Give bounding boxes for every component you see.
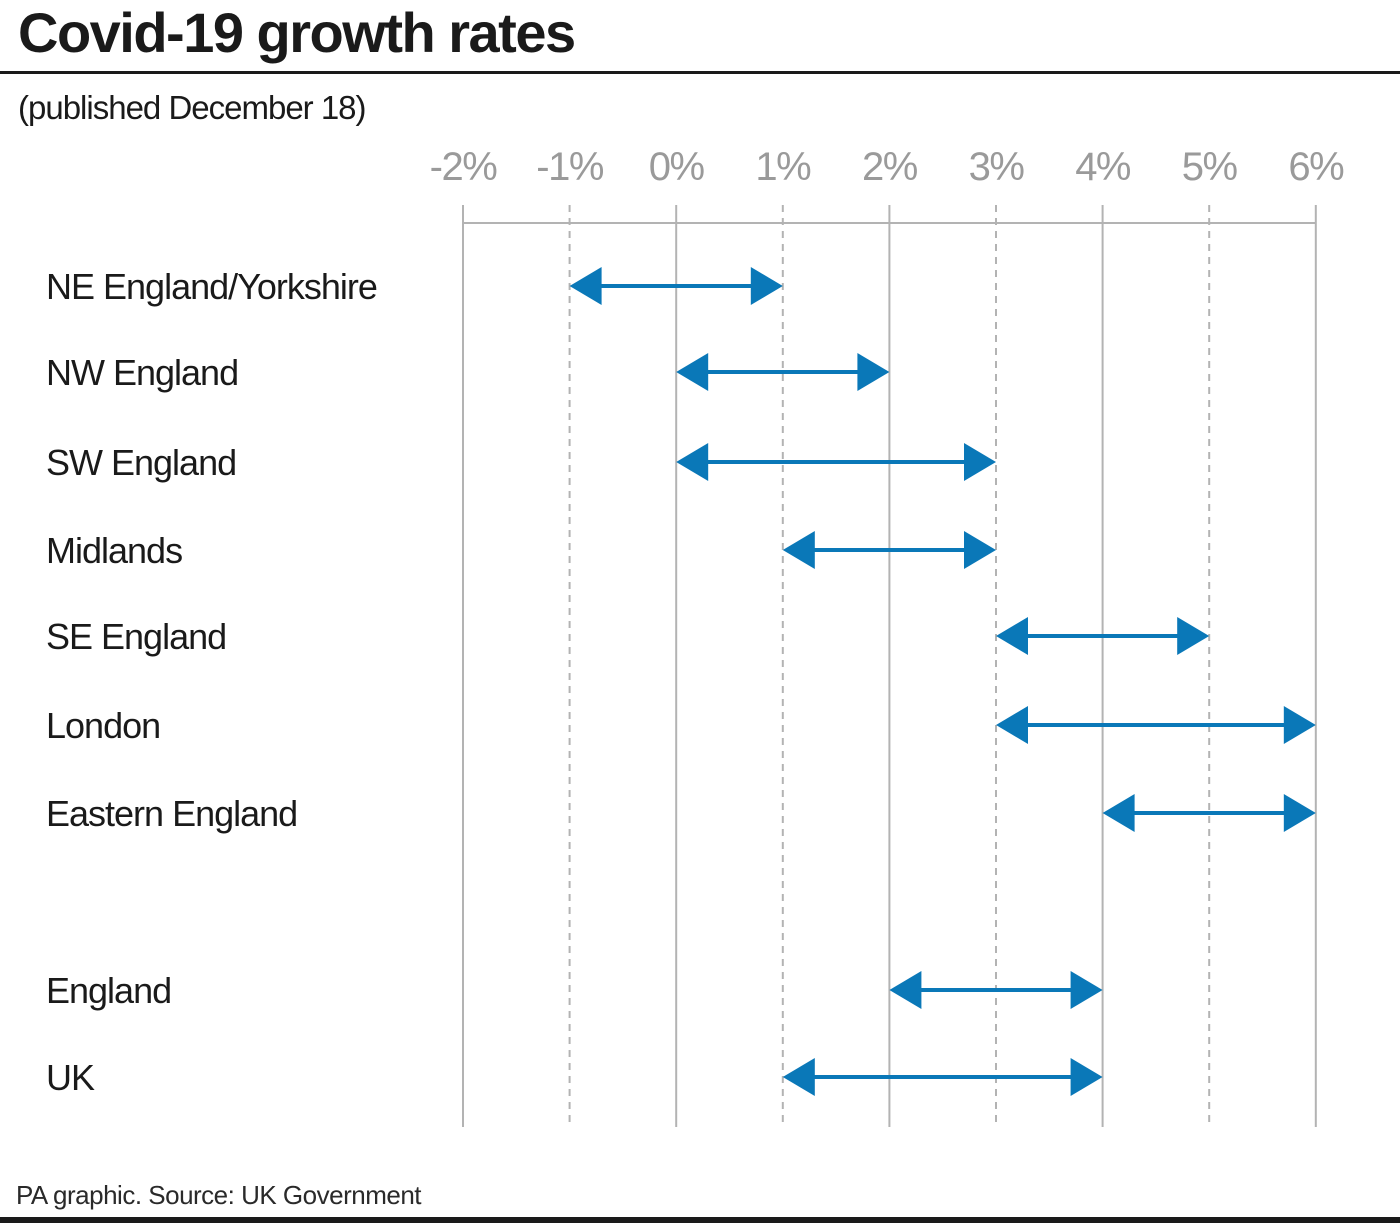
chart-title: Covid-19 growth rates — [18, 1, 576, 64]
range-arrows — [569, 267, 1316, 1096]
category-label: London — [46, 705, 160, 746]
x-tick-label: -1% — [536, 145, 604, 189]
bottom-divider — [0, 1217, 1400, 1223]
range-arrowhead-high — [964, 531, 996, 569]
range-arrowhead-high — [964, 443, 996, 481]
range-arrowhead-low — [782, 1058, 815, 1096]
category-label: Eastern England — [46, 793, 297, 834]
range-arrowhead-high — [750, 267, 783, 305]
category-label: SE England — [46, 616, 226, 657]
range-arrowhead-low — [996, 706, 1028, 744]
category-label: NW England — [46, 352, 238, 393]
x-tick-label: -2% — [430, 145, 498, 189]
category-labels: NE England/Yorkshire NW England SW England… — [46, 266, 378, 1098]
category-label: UK — [46, 1057, 95, 1098]
category-label: SW England — [46, 442, 236, 483]
x-tick-label: 4% — [1075, 145, 1131, 189]
range-arrowhead-low — [676, 443, 709, 481]
gridlines — [462, 205, 1317, 1127]
source-note: PA graphic. Source: UK Government — [16, 1180, 422, 1210]
x-tick-label: 2% — [862, 145, 918, 189]
range-arrowhead-low — [1102, 794, 1135, 832]
category-label: NE England/Yorkshire — [46, 266, 377, 307]
x-axis-ticks: -2% -1% 0% 1% 2% 3% 4% 5% 6% — [430, 145, 1346, 189]
x-tick-label: 1% — [755, 145, 811, 189]
x-tick-label: 5% — [1182, 145, 1238, 189]
range-arrowhead-high — [1177, 617, 1210, 655]
range-arrowhead-low — [569, 267, 602, 305]
range-arrowhead-high — [1283, 794, 1316, 832]
x-tick-label: 6% — [1288, 145, 1344, 189]
range-arrowhead-low — [889, 971, 922, 1009]
range-arrowhead-low — [996, 617, 1028, 655]
range-arrowhead-low — [676, 353, 709, 391]
range-arrowhead-low — [782, 531, 815, 569]
category-label: Midlands — [46, 530, 182, 571]
category-label: England — [46, 970, 171, 1011]
range-arrowhead-high — [1070, 1058, 1103, 1096]
range-arrowhead-high — [1283, 706, 1316, 744]
title-divider — [0, 71, 1400, 74]
x-tick-label: 3% — [969, 145, 1025, 189]
range-arrowhead-high — [857, 353, 890, 391]
range-arrowhead-high — [1070, 971, 1103, 1009]
x-tick-label: 0% — [649, 145, 705, 189]
chart-subtitle: (published December 18) — [18, 89, 367, 126]
